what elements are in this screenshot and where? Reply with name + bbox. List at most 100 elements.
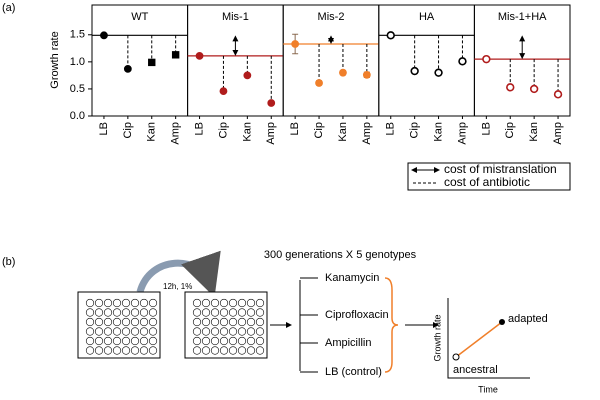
- well: [237, 327, 247, 336]
- well: [85, 298, 95, 308]
- x-tick-label: Cip: [217, 122, 229, 139]
- well: [148, 308, 158, 317]
- medium: Ciprofloxacin: [325, 309, 389, 321]
- well: [192, 336, 202, 346]
- well: [219, 298, 229, 308]
- well: [237, 317, 247, 327]
- well: [255, 317, 265, 327]
- well: [246, 346, 256, 355]
- well: [103, 336, 113, 346]
- well: [219, 346, 229, 355]
- legend-text: cost of antibiotic: [444, 175, 530, 189]
- x-tick-label: LB: [480, 122, 492, 135]
- y-tick-label: 1.0: [70, 56, 85, 68]
- well: [148, 317, 158, 327]
- marker: [553, 90, 563, 99]
- well: [210, 346, 220, 355]
- x-tick-label: Kan: [241, 122, 253, 142]
- well: [192, 308, 202, 317]
- well: [201, 298, 211, 308]
- well: [103, 317, 113, 327]
- well: [130, 317, 140, 327]
- well: [192, 298, 202, 308]
- well: [219, 308, 229, 317]
- well: [192, 327, 202, 336]
- well: [255, 298, 265, 308]
- inset-point: [452, 353, 460, 361]
- panel-frame: [473, 4, 571, 117]
- well: [139, 336, 149, 346]
- well: [94, 346, 104, 355]
- well: [121, 298, 131, 308]
- x-tick-label: Cip: [313, 122, 325, 139]
- well: [210, 336, 220, 346]
- marker: [195, 51, 204, 60]
- inset-label: adapted: [508, 313, 548, 325]
- well: [94, 327, 104, 336]
- transfer-arrow: [136, 250, 221, 298]
- well: [130, 308, 140, 317]
- well: [201, 327, 211, 336]
- well: [139, 346, 149, 355]
- well: [85, 336, 95, 346]
- brace: [384, 277, 399, 373]
- well: [85, 327, 95, 336]
- y-tick-label: 1.5: [70, 29, 85, 41]
- well: [246, 336, 256, 346]
- y-tick-label: 0.0: [70, 110, 85, 122]
- x-tick-label: Kan: [337, 122, 349, 142]
- y-tick-label: 0.5: [70, 83, 85, 95]
- well: [130, 327, 140, 336]
- well: [201, 336, 211, 346]
- well: [103, 346, 113, 355]
- well: [228, 317, 238, 327]
- marker: [410, 66, 419, 76]
- well: [103, 308, 113, 317]
- marker: [171, 51, 180, 59]
- well: [103, 298, 113, 308]
- marker: [386, 31, 395, 40]
- well: [210, 327, 220, 336]
- x-tick-label: Amp: [170, 122, 182, 145]
- well: [139, 298, 149, 308]
- well: [192, 346, 202, 355]
- x-tick-label: LB: [289, 122, 301, 135]
- x-tick-label: Kan: [528, 122, 540, 142]
- well: [85, 346, 95, 355]
- well: [130, 298, 140, 308]
- panel-label: (b): [2, 256, 15, 268]
- inset-ylabel: Growth rate: [432, 314, 442, 361]
- well: [219, 317, 229, 327]
- well: [139, 308, 149, 317]
- well: [148, 336, 158, 346]
- well: [237, 298, 247, 308]
- panel-title: WT: [131, 11, 148, 23]
- well: [201, 346, 211, 355]
- legend-text: cost of mistranslation: [444, 162, 557, 176]
- well: [246, 308, 256, 317]
- well: [85, 317, 95, 327]
- well: [121, 327, 131, 336]
- panel-title: HA: [419, 11, 435, 23]
- marker: [458, 57, 467, 66]
- x-tick-label: Kan: [146, 122, 158, 142]
- well: [139, 317, 149, 327]
- well: [219, 327, 229, 336]
- well: [121, 346, 131, 355]
- marker: [482, 54, 491, 64]
- diagram-title: 300 generations X 5 genotypes: [264, 249, 417, 261]
- marker: [362, 70, 371, 79]
- marker: [243, 71, 252, 80]
- inset-point: [499, 319, 505, 325]
- well: [94, 317, 104, 327]
- marker: [529, 84, 539, 94]
- well: [112, 346, 122, 355]
- well: [112, 327, 122, 336]
- well: [112, 317, 122, 327]
- well: [148, 327, 158, 336]
- well: [228, 327, 238, 336]
- marker: [100, 31, 108, 40]
- well: [219, 336, 229, 346]
- well: [255, 346, 265, 355]
